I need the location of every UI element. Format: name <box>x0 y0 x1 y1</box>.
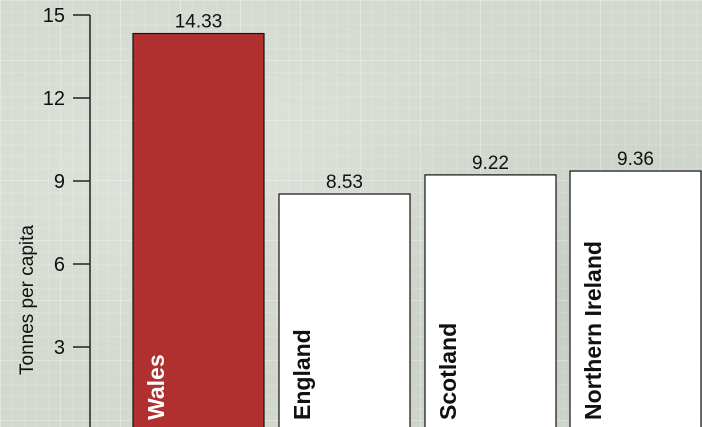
y-axis: 3 6 9 12 15 <box>43 5 91 427</box>
y-tick-label: 6 <box>54 254 65 276</box>
data-label: 9.22 <box>472 153 509 174</box>
category-label: Scotland <box>435 323 461 420</box>
y-tick-label: 9 <box>54 171 65 193</box>
y-tick-label: 3 <box>54 337 65 359</box>
bars: 14.33 Wales 8.53 England 9.22 Scotland 9.36 Nor… <box>132 12 702 427</box>
bar-wales <box>132 32 265 427</box>
y-tick-label: 15 <box>43 5 65 27</box>
y-tick-label: 12 <box>43 88 65 110</box>
bar-northern-ireland <box>569 170 702 427</box>
category-label: England <box>289 329 315 420</box>
y-axis-title: Tonnes per capita <box>17 225 38 375</box>
data-label: 8.53 <box>326 172 363 193</box>
data-label: 9.36 <box>617 149 654 170</box>
category-label: Wales <box>143 354 169 420</box>
category-label: Northern Ireland <box>580 241 606 420</box>
data-label: 14.33 <box>175 12 223 33</box>
bar-england <box>278 193 411 427</box>
bar-scotland <box>424 174 557 427</box>
